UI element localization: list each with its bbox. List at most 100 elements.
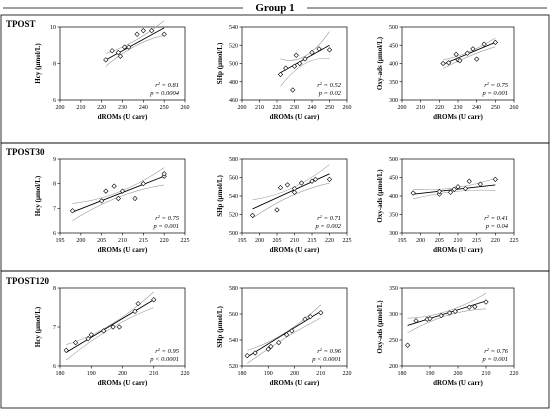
y-tick-label: 7 [53,325,56,331]
ci-lower-line [442,46,496,69]
x-tick-label: 210 [76,105,85,111]
x-tick-label: 190 [87,371,96,377]
data-point [268,343,274,350]
x-axis-label: dROMs (U carr) [98,113,148,121]
y-axis-label: Oxy-ads (µmol/L) [376,36,384,90]
data-point [277,185,284,191]
r2-annotation: r2 = 0.75 [484,81,509,90]
y-tick-label: 8 [53,182,56,188]
x-tick-label: 220 [97,105,106,111]
y-tick-label: 400 [389,62,398,68]
data-point [470,46,476,52]
data-point [265,346,271,352]
x-tick-label: 230 [454,105,463,111]
y-tick-label: 520 [229,43,238,49]
p-annotation: p = 0.0004 [149,90,180,97]
data-point [438,312,444,319]
data-point [436,188,442,195]
x-tick-label: 210 [255,105,264,111]
x-tick-label: 220 [510,371,519,377]
data-point [472,304,478,310]
data-point [277,71,284,78]
y-tick-label: 6 [53,231,56,237]
y-tick-label: 520 [229,364,238,370]
x-tick-label: 215 [308,238,317,244]
data-point [132,308,138,315]
data-point [284,332,290,338]
p-annotation: p = 0.001 [481,356,508,363]
x-axis-label: dROMs (U carr) [98,379,148,387]
y-tick-label: 580 [229,157,238,163]
data-point [483,299,489,305]
data-point [427,316,433,322]
y-axis-label: Hcy (µmol/L) [34,175,42,216]
y-tick-label: 450 [389,43,398,49]
y-tick-label: 500 [389,25,398,31]
x-axis-label: dROMs (U carr) [98,246,148,254]
y-tick-label: 540 [229,194,238,200]
ci-lower-line [105,34,165,67]
chart-3: 195 200 205 210 215 220 225 6 7 8 9 dROMs (U carr) H… [34,157,190,254]
data-point [404,342,411,348]
data-point [115,195,121,202]
data-point [451,186,457,192]
ci-upper-line [407,292,487,319]
data-point [452,308,458,315]
x-axis-label: dROMs (U carr) [433,246,483,254]
y-tick-label: 350 [389,80,398,86]
x-tick-label: 225 [343,238,352,244]
p-annotation: p = 0.001 [152,223,179,230]
p-annotation: p = 0.001 [481,90,508,97]
data-point [298,180,305,186]
y-tick-label: 500 [229,231,238,237]
y-tick-label: 10 [50,25,56,31]
x-tick-label: 220 [181,371,190,377]
x-tick-label: 250 [325,105,334,111]
chart-8: 180 190 200 210 220 200 250 300 350 dROMs (U carr… [376,286,519,387]
data-point [110,324,116,330]
ci-upper-line [66,291,154,345]
r2-annotation: r2 = 0.81 [155,81,179,90]
data-point [115,49,121,56]
x-tick-label: 215 [139,238,148,244]
data-point [316,46,322,52]
data-point [290,87,296,93]
fit-line [407,300,487,326]
x-tick-label: 210 [482,371,491,377]
data-point [151,297,157,303]
y-tick-label: 540 [229,25,238,31]
group-title: Group 1 [255,2,294,14]
x-tick-label: 210 [416,105,425,111]
data-point [446,310,453,316]
x-tick-label: 180 [398,371,407,377]
y-axis-label: SHp (µmol/L) [216,306,224,348]
x-tick-label: 195 [238,238,247,244]
x-tick-label: 230 [290,105,299,111]
p-annotation: p = 0.002 [314,223,341,230]
y-axis-label: Oxy-ads (µmol/L) [376,169,384,223]
data-point [109,48,115,54]
y-axis-label: Hcy (µmol/L) [34,43,42,84]
data-point [69,208,76,214]
data-point [462,185,469,192]
fit-line [247,311,321,358]
x-tick-label: 230 [118,105,127,111]
data-point [453,51,459,57]
y-tick-label: 500 [389,157,398,163]
data-point [455,184,461,190]
data-point [466,304,472,310]
chart-1: 200 210 220 230 240 250 260 460 480 500 520 540 dROM… [216,25,352,121]
x-tick-label: 200 [290,371,299,377]
y-axis-label: SHp (µmol/L) [216,42,224,84]
data-point [297,60,303,67]
y-tick-label: 300 [389,231,398,237]
p-annotation: p < 0.0001 [311,356,341,363]
x-axis-label: dROMs (U carr) [270,379,320,387]
x-tick-label: 205 [97,238,106,244]
data-point [85,336,91,342]
data-point [464,50,470,56]
data-point [274,207,280,213]
x-tick-label: 225 [510,238,519,244]
data-point [440,60,446,67]
x-tick-label: 215 [472,238,481,244]
